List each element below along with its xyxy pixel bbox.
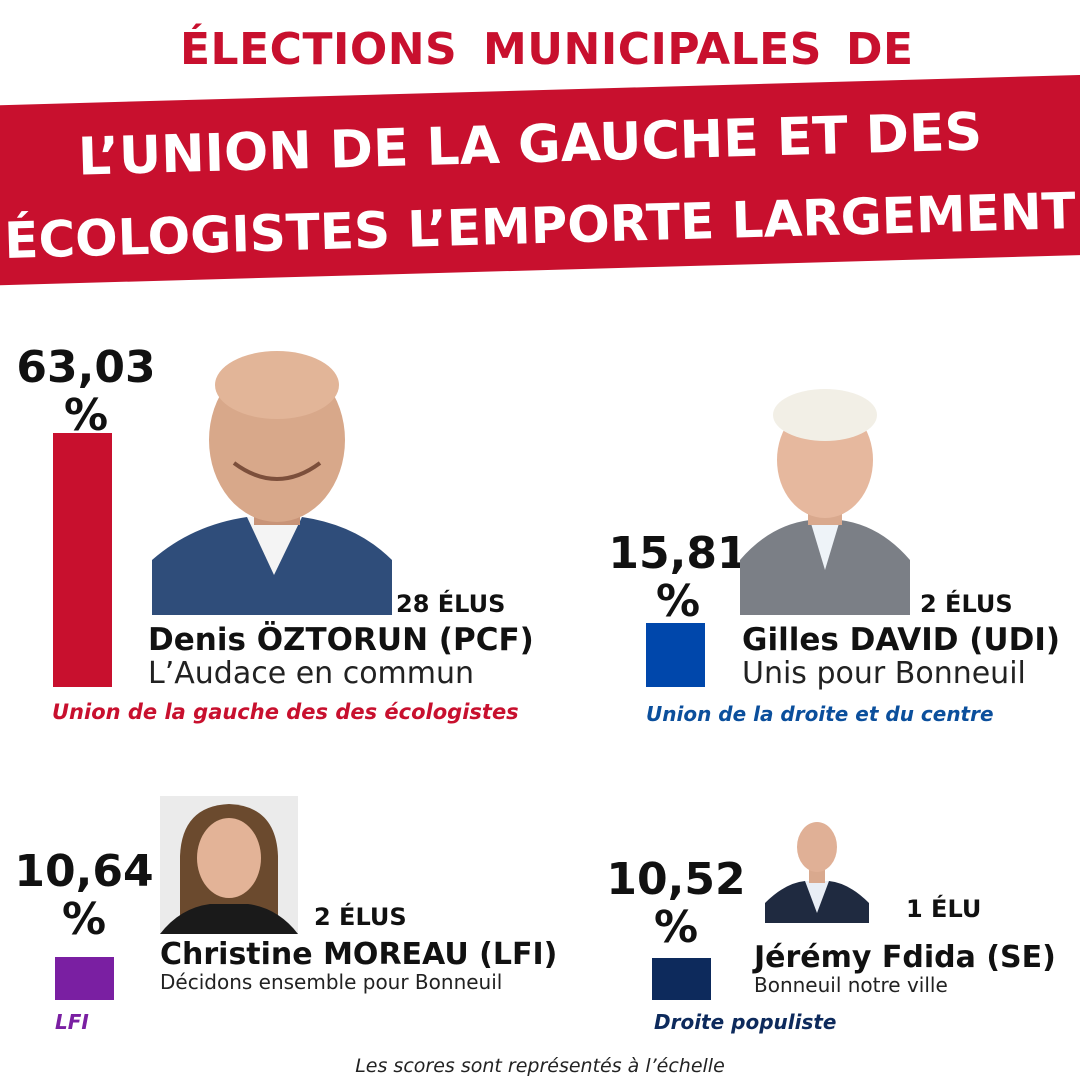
score-unit: % bbox=[655, 576, 701, 627]
candidate-photo-david bbox=[740, 385, 910, 615]
election-heading: ÉLECTIONS MUNICIPALES DE bbox=[0, 24, 1080, 80]
heading-word-municipales: MUNICIPALES bbox=[483, 24, 822, 75]
candidate-name-moreau: Christine MOREAU (LFI) bbox=[160, 937, 558, 972]
score-value: 10,52 bbox=[606, 854, 746, 905]
score-value: 10,64 bbox=[14, 846, 154, 897]
score-label-oztorun: 63,03 % bbox=[16, 344, 156, 440]
score-bar-moreau bbox=[55, 957, 114, 1000]
candidate-photo-moreau bbox=[160, 796, 298, 934]
score-unit: % bbox=[61, 894, 107, 945]
heading-word-elections: ÉLECTIONS bbox=[180, 24, 458, 75]
seats-label-david: 2 ÉLUS bbox=[920, 590, 1013, 618]
coalition-label-fdida: Droite populiste bbox=[654, 1010, 837, 1034]
coalition-label-moreau: LFI bbox=[55, 1010, 89, 1034]
portrait-icon bbox=[152, 351, 392, 615]
score-bar-fdida bbox=[652, 958, 711, 1000]
portrait-icon bbox=[160, 804, 298, 934]
portrait-icon bbox=[740, 389, 910, 615]
score-unit: % bbox=[63, 390, 109, 441]
score-value: 63,03 bbox=[16, 342, 156, 393]
seats-label-oztorun: 28 ÉLUS bbox=[396, 590, 506, 618]
seats-label-moreau: 2 ÉLUS bbox=[314, 903, 407, 931]
candidate-name-oztorun: Denis ÖZTORUN (PCF) bbox=[148, 622, 534, 658]
seats-label-fdida: 1 ÉLU bbox=[906, 895, 982, 923]
candidate-name-david: Gilles DAVID (UDI) bbox=[742, 622, 1061, 658]
list-name-david: Unis pour Bonneuil bbox=[742, 656, 1026, 691]
portrait-icon bbox=[765, 822, 869, 923]
candidate-photo-fdida bbox=[765, 813, 869, 923]
coalition-label-david: Union de la droite et du centre bbox=[646, 702, 994, 726]
score-bar-david bbox=[646, 623, 705, 687]
score-label-david: 15,81 % bbox=[608, 530, 748, 626]
list-name-fdida: Bonneuil notre ville bbox=[754, 973, 948, 997]
score-unit: % bbox=[653, 902, 699, 953]
heading-word-de: DE bbox=[846, 24, 914, 75]
score-label-fdida: 10,52 % bbox=[606, 856, 746, 952]
list-name-oztorun: L’Audace en commun bbox=[148, 656, 475, 691]
coalition-label-oztorun: Union de la gauche des des écologistes bbox=[52, 700, 519, 724]
candidate-photo-oztorun bbox=[152, 345, 392, 615]
score-bar-oztorun bbox=[53, 433, 112, 687]
score-value: 15,81 bbox=[608, 528, 748, 579]
scale-footnote: Les scores sont représentés à l’échelle bbox=[355, 1055, 725, 1077]
score-label-moreau: 10,64 % bbox=[14, 848, 154, 944]
candidate-name-fdida: Jérémy Fdida (SE) bbox=[754, 940, 1056, 975]
list-name-moreau: Décidons ensemble pour Bonneuil bbox=[160, 970, 503, 994]
